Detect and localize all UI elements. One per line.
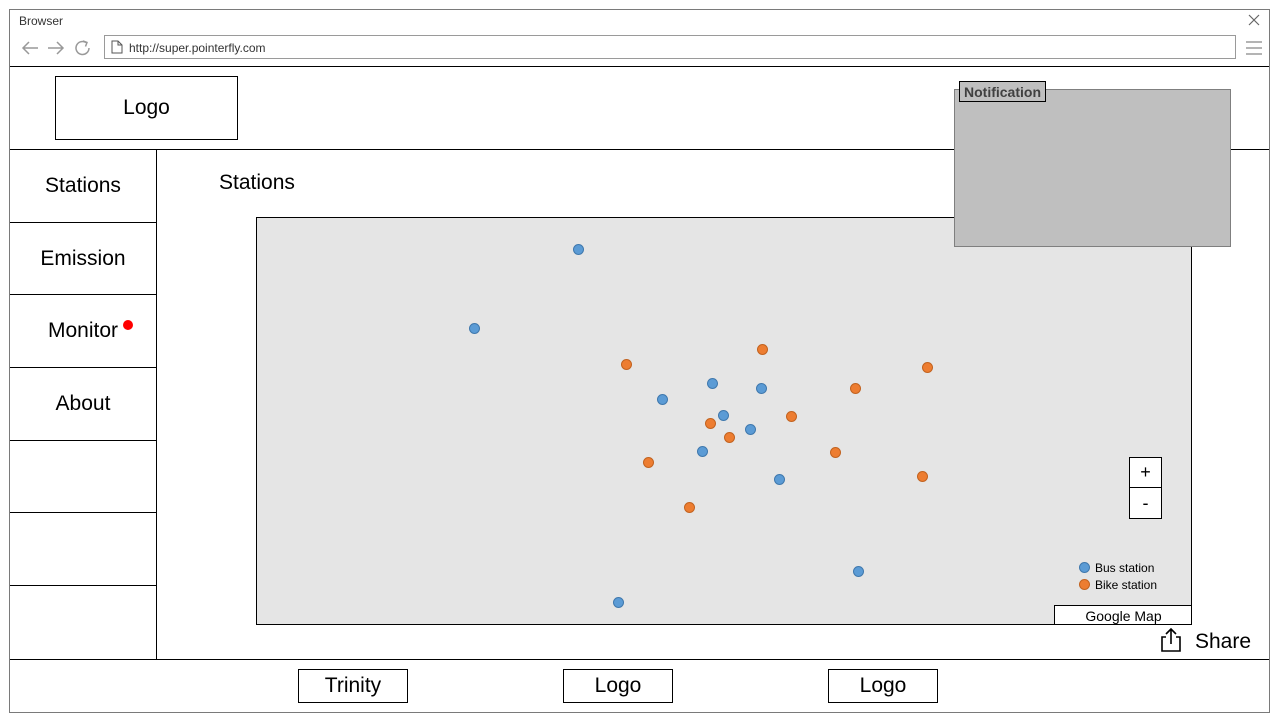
footer-logo[interactable]: Logo [828,669,938,703]
page-footer: Trinity Logo Logo [10,659,1269,713]
reload-icon[interactable] [72,38,94,58]
share-label: Share [1195,630,1252,653]
web-page: Logo Stations Emission Monitor About Sta… [10,66,1269,712]
map-provider-label: Google Map [1054,605,1191,624]
bike-station-marker[interactable] [785,410,797,422]
sidebar-item-label: Monitor [47,319,119,343]
legend-label: Bike station [1095,577,1158,592]
address-bar[interactable]: http://super.pointerfly.com [104,35,1236,59]
zoom-in-button[interactable]: + [1130,458,1161,488]
sidebar-item-about[interactable]: About [10,368,156,441]
page-icon [111,40,123,54]
footer-link-trinity[interactable]: Trinity [298,669,408,703]
notification-dot [123,320,133,331]
sidebar: Stations Emission Monitor About [10,150,157,659]
zoom-out-button[interactable]: - [1142,492,1149,513]
browser-title: Browser [19,14,64,28]
bike-station-marker[interactable] [620,358,632,370]
legend-item-bike: Bike station [1079,576,1157,593]
sidebar-item-emission[interactable]: Emission [10,223,156,296]
map-legend: Bus station Bike station [1079,559,1157,593]
footer-logo[interactable]: Logo [563,669,673,703]
bus-station-marker[interactable] [755,382,767,394]
sidebar-item-label: Stations [45,173,121,197]
sidebar-item-stations[interactable]: Stations [10,150,156,223]
bike-station-marker-icon [1079,579,1090,590]
sidebar-item-empty[interactable] [10,513,156,587]
notification-title: Notification [959,81,1046,102]
bus-station-marker[interactable] [744,423,756,435]
sidebar-item-empty[interactable] [10,441,156,514]
close-icon[interactable] [1247,13,1261,27]
bike-station-marker[interactable] [704,417,716,429]
sidebar-item-label: About [55,391,111,415]
share-button[interactable]: Share [1159,627,1252,658]
bus-station-marker[interactable] [612,596,624,608]
forward-arrow-icon[interactable] [45,38,67,58]
bike-station-marker[interactable] [756,343,768,355]
browser-window: Browser http://super.pointerfly.com Logo [9,9,1270,713]
browser-nav-bar: http://super.pointerfly.com [10,32,1269,66]
page-header: Logo [10,67,1269,150]
zoom-control: + - [1129,457,1162,519]
bike-station-marker[interactable] [642,456,654,468]
bike-station-marker[interactable] [683,501,695,513]
title-bar: Browser [10,10,1269,32]
legend-item-bus: Bus station [1079,559,1157,576]
back-arrow-icon[interactable] [19,38,41,58]
bus-station-marker[interactable] [696,445,708,457]
sidebar-item-label: Emission [40,246,126,270]
bike-station-marker[interactable] [723,431,735,443]
legend-label: Bus station [1095,560,1155,575]
notification-panel[interactable]: Notification [954,81,1231,247]
bus-station-marker[interactable] [468,322,480,334]
sidebar-item-monitor[interactable]: Monitor [10,295,156,369]
bike-station-marker[interactable] [829,446,841,458]
header-logo[interactable]: Logo [55,76,238,140]
bike-station-marker[interactable] [916,470,928,482]
bike-station-marker[interactable] [921,361,933,373]
bus-station-marker[interactable] [717,409,729,421]
sidebar-item-empty[interactable] [10,586,156,659]
url-text: http://super.pointerfly.com [129,41,266,55]
share-icon [1159,627,1183,658]
bus-station-marker-icon [1079,562,1090,573]
bike-station-marker[interactable] [849,382,861,394]
bus-station-marker[interactable] [656,393,668,405]
bus-station-marker[interactable] [852,565,864,577]
hamburger-menu-icon[interactable] [1245,40,1263,56]
station-map[interactable]: + - Bus station Bike station Google Map [256,217,1192,625]
bus-station-marker[interactable] [706,377,718,389]
page-title: Stations [219,171,295,194]
bus-station-marker[interactable] [773,473,785,485]
bus-station-marker[interactable] [572,243,584,255]
